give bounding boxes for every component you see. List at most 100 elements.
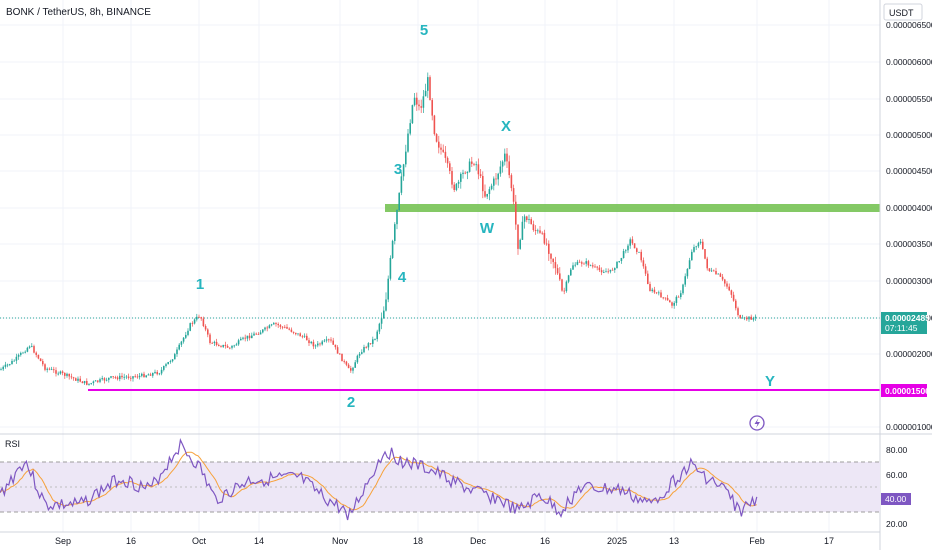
- candle-body: [248, 335, 251, 339]
- candle-body: [231, 345, 233, 348]
- candle-body: [105, 379, 108, 381]
- candle-body: [475, 164, 477, 166]
- candle-body: [288, 328, 290, 330]
- candle-body: [59, 371, 62, 374]
- candle-body: [46, 368, 48, 370]
- candle-body: [649, 283, 651, 291]
- candle-body: [592, 265, 594, 267]
- candle-body: [259, 332, 262, 335]
- rsi-value-tag: [881, 493, 911, 505]
- candle-body: [519, 239, 521, 249]
- candle-body: [724, 279, 726, 284]
- candle-body: [391, 240, 394, 258]
- candle-body: [532, 224, 535, 231]
- candle-body: [594, 266, 596, 268]
- candle-body: [284, 326, 286, 328]
- candle-body: [697, 243, 700, 247]
- candle-body: [37, 354, 40, 359]
- candle-body: [530, 219, 532, 225]
- candle-body: [640, 251, 642, 261]
- candle-body: [671, 302, 673, 306]
- candle-body: [378, 323, 381, 332]
- candle-body: [187, 330, 189, 335]
- candle-body: [449, 163, 451, 171]
- time-tick-label: 18: [413, 536, 423, 546]
- candle-body: [332, 340, 334, 345]
- candle-body: [224, 344, 227, 347]
- time-tick-label: 13: [669, 536, 679, 546]
- symbol-header: BONK / TetherUS, 8h, BINANCE: [6, 7, 151, 18]
- candle-body: [77, 378, 79, 381]
- candle-body: [556, 268, 559, 274]
- candle-body: [451, 170, 453, 185]
- candle-body: [222, 344, 224, 347]
- candle-body: [686, 268, 689, 277]
- candle-body: [488, 189, 491, 194]
- candle-body: [743, 317, 746, 319]
- candle-body: [295, 332, 297, 335]
- price-tick-label: 0.000002000: [886, 349, 932, 359]
- candle-body: [600, 270, 603, 273]
- candle-body: [312, 341, 315, 347]
- candle-body: [11, 360, 13, 365]
- candle-body: [13, 360, 15, 362]
- candle-body: [508, 161, 510, 176]
- price-tick-label: 0.000001000: [886, 422, 932, 432]
- candle-body: [50, 369, 53, 371]
- currency-button[interactable]: [883, 3, 923, 21]
- candle-body: [741, 317, 744, 319]
- candle-body: [647, 273, 649, 284]
- candle-body: [235, 344, 238, 346]
- candle-body: [385, 299, 387, 311]
- candle-body: [537, 230, 539, 232]
- candle-body: [453, 184, 455, 190]
- candle-body: [664, 297, 667, 299]
- candle-body: [396, 209, 398, 225]
- candle-body: [717, 273, 719, 275]
- candle-body: [169, 361, 172, 363]
- candle-body: [420, 106, 422, 108]
- candle-body: [585, 261, 587, 264]
- candle-body: [682, 284, 684, 294]
- candle-body: [244, 337, 246, 339]
- candle-body: [457, 181, 460, 184]
- candle-body: [174, 354, 176, 360]
- candle-body: [114, 377, 117, 378]
- price-tick-label: 0.000004500: [886, 166, 932, 176]
- candle-body: [576, 261, 579, 265]
- candle-body: [317, 343, 319, 346]
- rsi-tick-label: 80.00: [886, 445, 908, 455]
- resistance-zone[interactable]: [385, 204, 880, 212]
- candle-body: [57, 373, 59, 375]
- candle-body: [242, 337, 244, 339]
- candle-body: [361, 352, 363, 354]
- candle-body: [374, 339, 376, 340]
- candle-body: [629, 239, 631, 246]
- candle-body: [710, 270, 713, 272]
- candle-body: [35, 352, 37, 355]
- candle-body: [64, 373, 66, 376]
- candle-body: [101, 378, 103, 380]
- candle-body: [189, 323, 191, 331]
- candle-body: [2, 366, 4, 370]
- candle-body: [369, 343, 372, 344]
- candle-body: [171, 359, 174, 362]
- candle-body: [376, 331, 378, 340]
- price-tick-label: 0.000003500: [886, 239, 932, 249]
- candle-body: [596, 266, 598, 268]
- candle-body: [290, 329, 293, 332]
- candle-body: [471, 161, 473, 164]
- candle-body: [127, 376, 130, 378]
- time-tick-label: 14: [254, 536, 264, 546]
- candle-body: [22, 352, 24, 354]
- candle-body: [409, 123, 411, 134]
- candle-body: [88, 383, 90, 385]
- candle-body: [504, 153, 506, 162]
- candle-body: [688, 260, 691, 269]
- last-price-countdown: 07:11:45: [885, 323, 918, 333]
- candle-body: [15, 356, 18, 361]
- rsi-value: 40.00: [885, 494, 907, 504]
- wave-label: Y: [765, 373, 775, 390]
- candlestick-series: [0, 72, 757, 386]
